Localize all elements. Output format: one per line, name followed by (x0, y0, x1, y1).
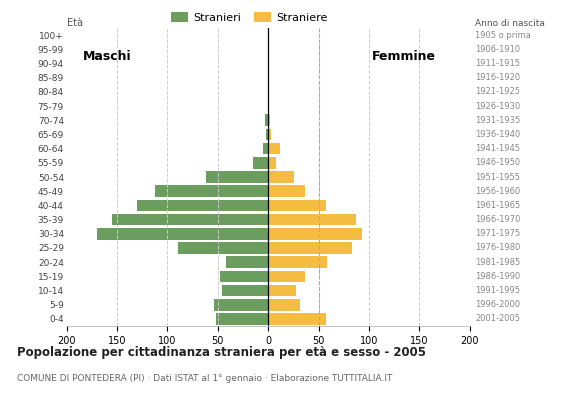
Bar (253, 157, 268, 169)
Bar (220, 270, 268, 282)
Text: 1926-1930: 1926-1930 (475, 102, 520, 110)
Text: Maschi: Maschi (83, 50, 131, 63)
Bar (266, 129, 268, 140)
Bar (268, 228, 362, 240)
Text: 1961-1965: 1961-1965 (475, 201, 520, 210)
Bar (268, 285, 296, 296)
Text: 1951-1955: 1951-1955 (475, 172, 520, 182)
Text: 1986-1990: 1986-1990 (475, 272, 520, 281)
Bar (265, 114, 268, 126)
Text: 1936-1940: 1936-1940 (475, 130, 520, 139)
Bar (268, 114, 270, 126)
Text: 1906-1910: 1906-1910 (475, 45, 520, 54)
Bar (268, 256, 327, 268)
Bar (206, 171, 268, 183)
Text: 1956-1960: 1956-1960 (475, 187, 520, 196)
Text: 1976-1980: 1976-1980 (475, 244, 520, 252)
Bar (97, 228, 268, 240)
Bar (268, 129, 271, 140)
Text: COMUNE DI PONTEDERA (PI) · Dati ISTAT al 1° gennaio · Elaborazione TUTTITALIA.IT: COMUNE DI PONTEDERA (PI) · Dati ISTAT al… (17, 374, 393, 383)
Bar (226, 256, 268, 268)
Bar (268, 313, 326, 325)
Text: Età: Età (67, 18, 83, 28)
Bar (214, 299, 268, 310)
Text: 1991-1995: 1991-1995 (475, 286, 520, 295)
Bar (222, 285, 268, 296)
Text: 1981-1985: 1981-1985 (475, 258, 520, 267)
Bar (268, 214, 356, 225)
Bar (177, 242, 268, 254)
Text: 1931-1935: 1931-1935 (475, 116, 520, 125)
Bar (268, 157, 276, 169)
Bar (268, 270, 305, 282)
Text: 1996-2000: 1996-2000 (475, 300, 520, 309)
Bar (268, 242, 352, 254)
Bar (268, 299, 300, 310)
Text: 2001-2005: 2001-2005 (475, 314, 520, 324)
Bar (268, 171, 295, 183)
Text: 1905 o prima: 1905 o prima (475, 30, 531, 40)
Bar (112, 214, 268, 225)
Bar (268, 143, 280, 154)
Bar (263, 143, 268, 154)
Text: 1946-1950: 1946-1950 (475, 158, 520, 167)
Bar (137, 200, 268, 211)
Bar (216, 313, 268, 325)
Text: 1916-1920: 1916-1920 (475, 73, 520, 82)
Text: 1971-1975: 1971-1975 (475, 229, 520, 238)
Text: 1966-1970: 1966-1970 (475, 215, 520, 224)
Text: 1911-1915: 1911-1915 (475, 59, 520, 68)
Text: 1941-1945: 1941-1945 (475, 144, 520, 153)
Bar (268, 200, 326, 211)
Text: Femmine: Femmine (372, 50, 436, 63)
Bar (155, 185, 268, 197)
Legend: Stranieri, Straniere: Stranieri, Straniere (166, 8, 332, 27)
Text: 1921-1925: 1921-1925 (475, 87, 520, 96)
Bar (268, 185, 305, 197)
Text: Anno di nascita: Anno di nascita (475, 19, 545, 28)
Text: Popolazione per cittadinanza straniera per età e sesso - 2005: Popolazione per cittadinanza straniera p… (17, 346, 426, 359)
